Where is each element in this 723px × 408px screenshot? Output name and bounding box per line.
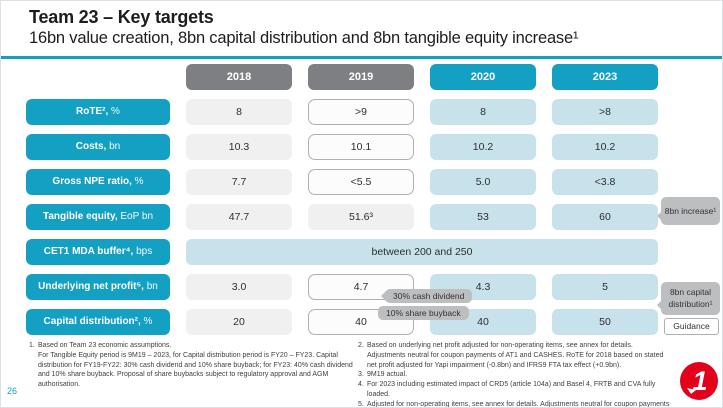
footnote-1: 1. Based on Team 23 economic assumptions…	[29, 341, 357, 390]
metric-unit: %	[131, 176, 144, 187]
column-header-2019: 2019	[308, 64, 414, 90]
footnote-text: Based on Team 23 economic assumptions. F…	[38, 342, 353, 389]
guidance-legend: Guidance	[664, 318, 719, 335]
page-subtitle: 16bn value creation, 8bn capital distrib…	[29, 29, 579, 47]
unicredit-logo-icon: 1	[679, 361, 719, 401]
cell-rote-2023: >8	[552, 99, 658, 125]
metric-name: RoTE²,	[76, 106, 109, 117]
cell-npe-2019: <5.5	[308, 169, 414, 195]
footnote-number: 3.	[358, 371, 364, 379]
cell-te-2018: 47.7	[186, 204, 292, 230]
cell-rote-2020: 8	[430, 99, 536, 125]
metric-unit: bn	[143, 281, 158, 292]
column-header-2023: 2023	[552, 64, 658, 90]
cell-rote-2018: 8	[186, 99, 292, 125]
metric-name: Costs,	[75, 141, 107, 152]
callout-share-buyback: 10% share buyback	[378, 306, 469, 320]
metric-name: CET1 MDA buffer⁴,	[43, 246, 134, 257]
footnote-number: 4.	[358, 381, 364, 389]
metric-unit: bps	[133, 246, 153, 257]
callout-tail-icon	[652, 299, 662, 310]
row-label-costs: Costs, bn	[26, 134, 170, 160]
footnote-number: 5.	[358, 400, 364, 408]
footnote-number: 2.	[358, 342, 364, 349]
row-label-underlying-net-profit: Underlying net profit⁵, bn	[26, 274, 170, 300]
footnotes-left: 1. Based on Team 23 economic assumptions…	[29, 341, 357, 390]
metric-unit: %	[108, 106, 120, 117]
cell-unp-2019: 4.7	[308, 274, 414, 300]
callout-text: 8bn capital distribution¹	[668, 287, 713, 310]
metric-unit: %	[140, 316, 153, 327]
callout-text: 30% cash dividend	[393, 291, 465, 301]
row-label-capital-distribution: Capital distribution², %	[26, 309, 170, 335]
page-number: 26	[7, 386, 18, 396]
row-label-npe-ratio: Gross NPE ratio, %	[26, 169, 170, 195]
key-targets-table: 2018 2019 2020 2023 RoTE², % 8 >9 8 >8 C…	[26, 64, 658, 335]
footnotes-right: 2. Based on underlying net profit adjust…	[358, 341, 670, 408]
cell-rote-2019: >9	[308, 99, 414, 125]
footnote-text: Based on underlying net profit adjusted …	[367, 342, 664, 369]
callout-tail-icon	[376, 291, 386, 301]
cell-unp-2023: 5	[552, 274, 658, 300]
cell-costs-2019: 10.1	[308, 134, 414, 160]
callout-text: 10% share buyback	[386, 308, 461, 318]
header-spacer	[26, 64, 170, 90]
cell-costs-2023: 10.2	[552, 134, 658, 160]
metric-name: Tangible equity,	[42, 211, 118, 222]
callout-tangible-equity-increase: 8bn increase¹	[657, 197, 720, 225]
cell-costs-2018: 10.3	[186, 134, 292, 160]
cell-cet1-span: between 200 and 250	[186, 239, 658, 265]
cell-unp-2018: 3.0	[186, 274, 292, 300]
cell-te-2020: 53	[430, 204, 536, 230]
footnote-4: 4. For 2023 including estimated impact o…	[358, 380, 670, 400]
footnote-text: Adjusted for non-operating items, see an…	[367, 400, 670, 408]
footnote-text: For 2023 including estimated impact of C…	[367, 381, 656, 398]
cell-cd-2018: 20	[186, 309, 292, 335]
footnote-2: 2. Based on underlying net profit adjust…	[358, 341, 670, 370]
cell-te-2019: 51.6³	[308, 204, 414, 230]
cell-npe-2018: 7.7	[186, 169, 292, 195]
svg-text:1: 1	[692, 366, 707, 396]
metric-unit: EoP bn	[117, 211, 154, 222]
footnote-number: 1.	[29, 342, 35, 349]
cell-costs-2020: 10.2	[430, 134, 536, 160]
row-label-cet1-mda-buffer: CET1 MDA buffer⁴, bps	[26, 239, 170, 265]
cell-npe-2023: <3.8	[552, 169, 658, 195]
column-header-2020: 2020	[430, 64, 536, 90]
metric-name: Capital distribution²,	[43, 316, 141, 327]
footnote-5: 5. Adjusted for non-operating items, see…	[358, 400, 670, 408]
cell-npe-2020: 5.0	[430, 169, 536, 195]
row-label-tangible-equity: Tangible equity, EoP bn	[26, 204, 170, 230]
callout-text: 8bn increase¹	[664, 206, 717, 216]
callout-capital-distribution: 8bn capital distribution¹	[657, 282, 720, 315]
cell-te-2023: 60	[552, 204, 658, 230]
footnote-text: 9M19 actual.	[367, 371, 408, 379]
metric-unit: bn	[106, 141, 121, 152]
column-header-2018: 2018	[186, 64, 292, 90]
metric-name: Gross NPE ratio,	[52, 176, 132, 187]
page-title: Team 23 – Key targets	[29, 7, 214, 27]
metric-name: Underlying net profit⁵,	[38, 281, 144, 292]
callout-tail-icon	[652, 211, 662, 221]
cell-cd-2023: 50	[552, 309, 658, 335]
callout-cash-dividend: 30% cash dividend	[381, 289, 473, 303]
row-label-rote: RoTE², %	[26, 99, 170, 125]
title-divider	[1, 56, 722, 59]
footnote-3: 3. 9M19 actual.	[358, 370, 670, 380]
